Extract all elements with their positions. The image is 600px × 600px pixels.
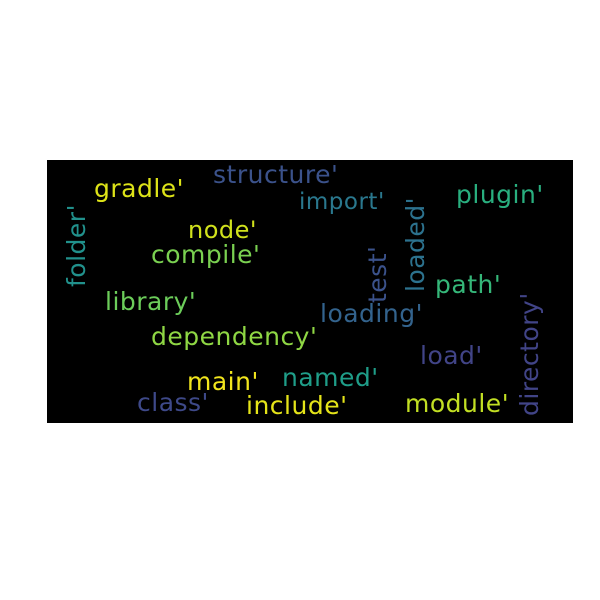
word-path: path'	[435, 270, 502, 299]
word-load: load'	[420, 341, 483, 370]
word-gradle: gradle'	[94, 174, 185, 203]
word-module: module'	[405, 389, 510, 418]
word-compile: compile'	[151, 240, 261, 269]
word-named: named'	[282, 363, 379, 392]
word-test: test'	[363, 245, 392, 303]
word-structure: structure'	[213, 160, 339, 189]
word-node: node'	[188, 216, 257, 244]
word-import: import'	[299, 189, 385, 215]
word-loading: loading'	[320, 299, 423, 328]
word-folder: folder'	[62, 204, 91, 287]
word-include: include'	[246, 391, 348, 420]
word-loaded: loaded'	[401, 196, 430, 292]
word-class: class'	[137, 388, 209, 417]
word-library: library'	[105, 287, 197, 316]
word-main: main'	[187, 367, 259, 396]
word-directory: directory'	[515, 292, 544, 416]
word-plugin: plugin'	[456, 180, 544, 209]
word-cloud: structure' gradle' import' plugin' node'…	[47, 160, 573, 423]
word-dependency: dependency'	[151, 322, 318, 351]
